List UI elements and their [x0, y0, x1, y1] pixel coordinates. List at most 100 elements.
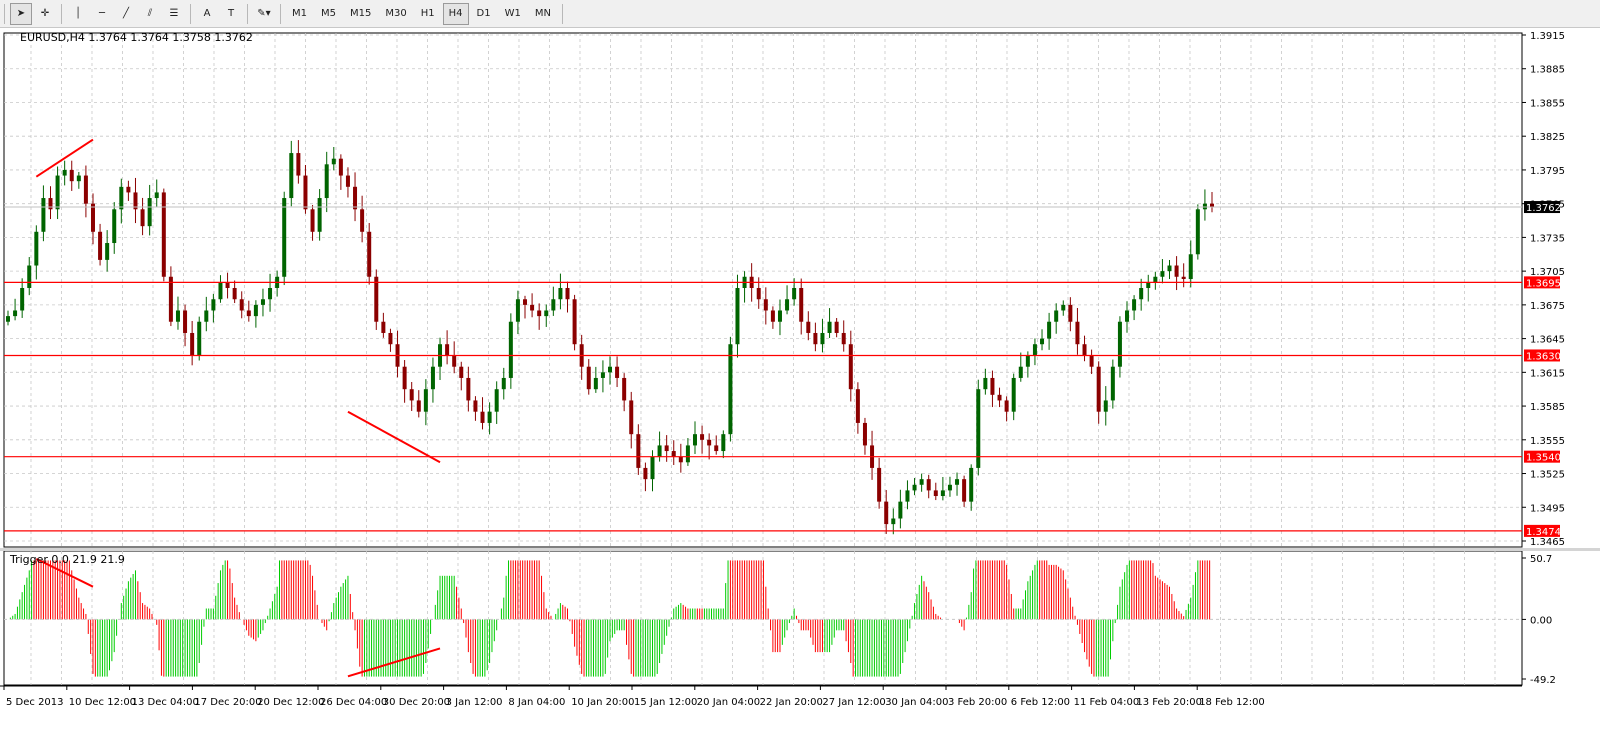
candle [190, 332, 195, 356]
indicator-trendline-annotation[interactable] [347, 647, 441, 678]
candle [338, 158, 343, 176]
candle [459, 366, 464, 378]
candle [154, 192, 159, 199]
candle [933, 490, 938, 497]
arrow-shapes-icon[interactable]: ✎▾ [257, 8, 271, 19]
trendline-annotation[interactable] [347, 410, 441, 464]
timeframe-m15-button[interactable]: M15 [350, 8, 372, 19]
candle [239, 299, 244, 311]
level-price-tag [1524, 524, 1560, 537]
candle [855, 389, 860, 423]
candle [1210, 203, 1214, 208]
timeframe-w1-button[interactable]: W1 [504, 8, 521, 19]
cursor-arrow-icon[interactable]: ➤ [10, 2, 32, 25]
timeframe-m1-button[interactable]: M1 [292, 8, 307, 19]
candle [508, 321, 513, 378]
time-axis-label: 30 Jan 04:00 [885, 697, 948, 708]
candle [537, 310, 542, 317]
candle [735, 288, 740, 345]
time-axis-label: 13 Dec 04:00 [132, 697, 199, 708]
horizontal-line-icon[interactable]: ─ [98, 8, 106, 19]
candle [48, 198, 53, 210]
candle [785, 299, 790, 311]
text-tool-icon[interactable]: A [203, 8, 211, 19]
time-axis-label: 20 Jan 04:00 [697, 697, 760, 708]
candle [175, 310, 180, 322]
main-price-pane[interactable] [3, 32, 1523, 548]
candle [955, 479, 960, 485]
candle [310, 209, 315, 232]
price-scale-label: 1.3735 [1530, 233, 1565, 244]
candle [1103, 400, 1108, 412]
vertical-line-icon[interactable]: │ [74, 8, 82, 19]
trendline-icon[interactable]: ╱ [122, 8, 130, 19]
timeframe-h1-button[interactable]: H1 [420, 8, 435, 19]
candle [331, 158, 336, 165]
timeframe-mn-button[interactable]: MN [534, 8, 551, 19]
timeframe-h4-button[interactable]: H4 [442, 2, 469, 25]
candle [848, 344, 853, 390]
crosshair-icon[interactable]: ✛ [40, 8, 50, 19]
candle [1011, 377, 1016, 412]
indicator-trendline-annotation[interactable] [35, 557, 94, 588]
candle [877, 467, 882, 502]
level-price-label: 1.3540 [1526, 453, 1561, 464]
main-pane-frame [3, 32, 1523, 548]
candle [884, 501, 889, 525]
candle [551, 299, 556, 311]
candle [926, 479, 931, 491]
candle [119, 186, 124, 210]
candle [345, 175, 350, 187]
trendline-annotation[interactable] [35, 138, 94, 178]
candles [6, 140, 1214, 535]
candle [430, 366, 435, 390]
pane-splitter[interactable] [0, 548, 1600, 551]
candle [409, 389, 414, 401]
chart-header-label: EURUSD,H4 1.3764 1.3764 1.3758 1.3762 [20, 31, 253, 44]
candle [671, 451, 676, 457]
candle [1082, 344, 1087, 356]
candle [1018, 366, 1023, 378]
candle [664, 445, 669, 452]
timeframe-m30-button[interactable]: M30 [385, 8, 407, 19]
candle [912, 484, 917, 491]
candle [1181, 276, 1186, 280]
candle [197, 321, 202, 356]
price-scale-label: 1.3825 [1530, 132, 1565, 143]
time-axis-label: 20 Dec 12:00 [257, 697, 324, 708]
timeframe-d1-button[interactable]: D1 [476, 8, 491, 19]
candle [112, 209, 117, 244]
candle [1061, 304, 1066, 311]
candle [565, 288, 570, 300]
candle [168, 276, 173, 322]
vertical-grid [30, 33, 1496, 547]
candle [515, 299, 520, 322]
level-price-label: 1.3695 [1526, 278, 1561, 289]
candle [388, 332, 393, 345]
candle [1153, 276, 1158, 283]
candle [643, 467, 648, 480]
candle [678, 456, 683, 463]
candle [763, 299, 768, 311]
timeframe-m5-button[interactable]: M5 [321, 8, 336, 19]
candle [636, 434, 641, 468]
price-scale-label: 1.3885 [1530, 65, 1565, 76]
fibonacci-icon[interactable]: ☰ [169, 8, 179, 19]
candle [367, 231, 372, 277]
candle [777, 310, 782, 322]
candle [1167, 265, 1172, 272]
candle [1054, 310, 1059, 322]
text-label-icon[interactable]: T [227, 8, 235, 19]
candle [211, 299, 216, 311]
candle [360, 209, 365, 232]
candle [600, 372, 605, 378]
equidistant-channel-icon[interactable]: ⫽ [147, 8, 153, 19]
candle [813, 332, 818, 345]
candle [1040, 338, 1045, 345]
candle [799, 288, 804, 322]
time-axis-label: 5 Dec 2013 [6, 697, 64, 708]
chart-canvas[interactable]: 1.39151.38851.38551.38251.37951.37651.37… [0, 28, 1600, 731]
candle [593, 377, 598, 390]
candle [827, 321, 832, 333]
indicator-pane[interactable] [3, 550, 1523, 686]
